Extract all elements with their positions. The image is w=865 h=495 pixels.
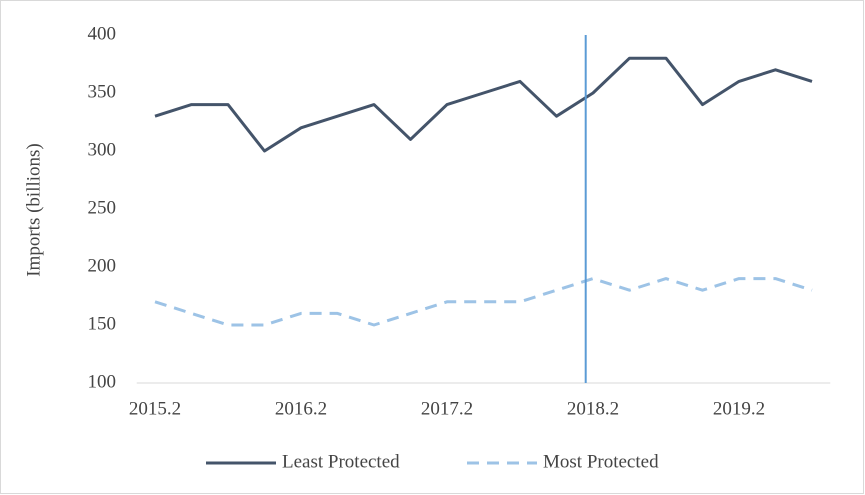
y-tick-label: 300 [88, 139, 117, 160]
x-tick-label: 2017.2 [421, 398, 473, 419]
y-tick-label: 250 [88, 197, 117, 218]
x-tick-label: 2016.2 [275, 398, 327, 419]
y-tick-label: 150 [88, 313, 117, 334]
y-tick-label: 200 [88, 255, 117, 276]
legend-label: Least Protected [282, 451, 400, 472]
x-tick-label: 2018.2 [567, 398, 619, 419]
x-tick-label: 2019.2 [713, 398, 765, 419]
legend-label: Most Protected [543, 451, 659, 472]
y-tick-label: 350 [88, 81, 117, 102]
series-line [154, 56, 813, 153]
y-tick-label: 400 [88, 23, 117, 44]
y-axis-title: Imports (billions) [23, 143, 44, 277]
series-line [154, 277, 813, 327]
y-tick-label: 100 [88, 371, 117, 392]
x-tick-label: 2015.2 [129, 398, 181, 419]
